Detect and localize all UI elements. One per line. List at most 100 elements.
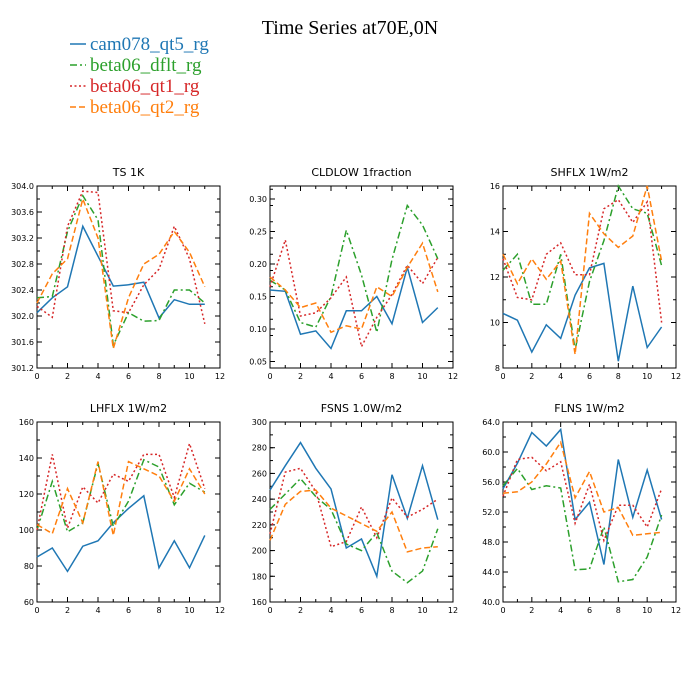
y-tick-label: 303.2: [11, 234, 34, 243]
y-tick-label: 0.15: [249, 293, 267, 302]
x-tick-label: 0: [34, 606, 39, 615]
legend-entry: cam078_qt5_rg: [90, 34, 209, 55]
x-tick-label: 2: [529, 372, 534, 381]
y-tick-label: 0.10: [249, 325, 267, 334]
y-tick-label: 200: [252, 547, 267, 556]
series-line-beta06_qt1_rg: [269, 467, 439, 548]
series-line-cam078_qt5_rg: [502, 262, 663, 362]
plot-frame: [36, 185, 221, 369]
y-tick-label: 100: [19, 526, 34, 535]
y-tick-label: 80: [24, 562, 34, 571]
y-tick-label: 12: [490, 273, 500, 282]
x-tick-label: 4: [95, 372, 100, 381]
series-line-beta06_qt1_rg: [502, 456, 663, 543]
legend-entry: beta06_qt2_rg: [90, 97, 200, 118]
x-tick-label: 8: [389, 606, 394, 615]
x-tick-label: 10: [642, 372, 652, 381]
y-tick-label: 44.0: [482, 568, 500, 577]
series-line-beta06_qt1_rg: [269, 237, 439, 349]
x-tick-label: 0: [267, 372, 272, 381]
x-tick-label: 4: [558, 606, 563, 615]
y-tick-label: 300: [252, 418, 267, 427]
panel-flns: FLNS 1W/m2 0 2 4 6 8 10 12 40.0 44.0 48.0 52.0 56.0 6…: [482, 402, 681, 615]
y-tick-label: 64.0: [482, 418, 500, 427]
x-tick-label: 12: [215, 372, 225, 381]
y-tick-label: 280: [252, 444, 267, 453]
panel-lhflx: LHFLX 1W/m2 0 2 4 6 8 10 12 60 80 100 120 140 160: [19, 402, 225, 615]
x-tick-label: 12: [671, 606, 681, 615]
y-tick-label: 48.0: [482, 538, 500, 547]
y-tick-label: 60.0: [482, 448, 500, 457]
y-tick-label: 10: [490, 319, 500, 328]
x-tick-label: 10: [642, 606, 652, 615]
y-tick-label: 301.6: [11, 338, 34, 347]
y-tick-label: 40.0: [482, 598, 500, 607]
x-tick-label: 0: [267, 606, 272, 615]
series-line-beta06_dflt_rg: [502, 184, 663, 350]
legend-entry: beta06_qt1_rg: [90, 76, 200, 97]
y-tick-label: 160: [252, 598, 267, 607]
x-tick-label: 4: [328, 372, 333, 381]
series-line-cam078_qt5_rg: [269, 264, 439, 350]
series-line-beta06_dflt_rg: [36, 194, 206, 348]
legend: cam078_qt5_rgbeta06_dflt_rgbeta06_qt1_rg…: [70, 34, 209, 118]
y-tick-label: 8: [495, 364, 500, 373]
x-tick-label: 12: [215, 606, 225, 615]
series-line-cam078_qt5_rg: [36, 224, 205, 320]
x-tick-label: 10: [184, 372, 194, 381]
y-tick-label: 0.20: [249, 260, 267, 269]
series-line-beta06_qt2_rg: [36, 460, 206, 536]
x-tick-label: 4: [328, 606, 333, 615]
y-tick-label: 60: [24, 598, 34, 607]
y-tick-label: 220: [252, 521, 267, 530]
series-line-beta06_qt2_rg: [269, 489, 438, 553]
x-tick-label: 0: [500, 372, 505, 381]
x-tick-label: 8: [156, 606, 161, 615]
x-tick-label: 10: [417, 606, 427, 615]
panel-title: TS 1K: [112, 166, 145, 179]
y-tick-label: 302.4: [11, 286, 34, 295]
panel-title: SHFLX 1W/m2: [550, 166, 628, 179]
panel-title: LHFLX 1W/m2: [90, 402, 167, 415]
y-tick-label: 302.8: [11, 260, 34, 269]
panel-shflx: SHFLX 1W/m2 0 2 4 6 8 10 12 8 10 12 14 16: [490, 166, 681, 381]
x-tick-label: 4: [95, 606, 100, 615]
x-tick-label: 10: [184, 606, 194, 615]
y-tick-label: 240: [252, 495, 267, 504]
y-tick-label: 301.2: [11, 364, 34, 373]
series-line-beta06_dflt_rg: [269, 477, 439, 584]
panel-ts: TS 1K 0 2 4 6 8 10 12 301.2 301.6 302.0 302.4 302.8 3…: [11, 166, 225, 381]
y-tick-label: 16: [490, 182, 500, 191]
panel-title: FLNS 1W/m2: [554, 402, 624, 415]
x-tick-label: 8: [156, 372, 161, 381]
series-line-beta06_dflt_rg: [502, 467, 663, 583]
x-tick-label: 8: [616, 372, 621, 381]
x-tick-label: 8: [616, 606, 621, 615]
y-tick-label: 52.0: [482, 508, 500, 517]
y-tick-label: 0.05: [249, 358, 267, 367]
series-line-cam078_qt5_rg: [36, 494, 206, 573]
series-line-beta06_qt2_rg: [502, 440, 662, 537]
series-line-cam078_qt5_rg: [502, 427, 663, 565]
x-tick-label: 2: [298, 372, 303, 381]
x-tick-label: 2: [529, 606, 534, 615]
series-line-beta06_qt2_rg: [269, 241, 439, 334]
x-tick-label: 12: [448, 606, 458, 615]
x-tick-label: 2: [65, 606, 70, 615]
x-tick-label: 0: [500, 606, 505, 615]
y-tick-label: 0.30: [249, 195, 267, 204]
x-tick-label: 10: [417, 372, 427, 381]
y-tick-label: 160: [19, 418, 34, 427]
panel-title: CLDLOW 1fraction: [311, 166, 411, 179]
y-tick-label: 120: [19, 490, 34, 499]
y-tick-label: 0.25: [249, 228, 267, 237]
x-tick-label: 6: [359, 372, 364, 381]
series-line-beta06_qt2_rg: [502, 185, 663, 355]
x-tick-label: 6: [126, 606, 131, 615]
x-tick-label: 6: [359, 606, 364, 615]
x-tick-label: 12: [671, 372, 681, 381]
chart-panels: TS 1K 0 2 4 6 8 10 12 301.2 301.6 302.0 302.4 302.8 3…: [11, 166, 681, 615]
figure-title: Time Series at70E,0N: [262, 17, 438, 39]
y-tick-label: 302.0: [11, 312, 34, 321]
